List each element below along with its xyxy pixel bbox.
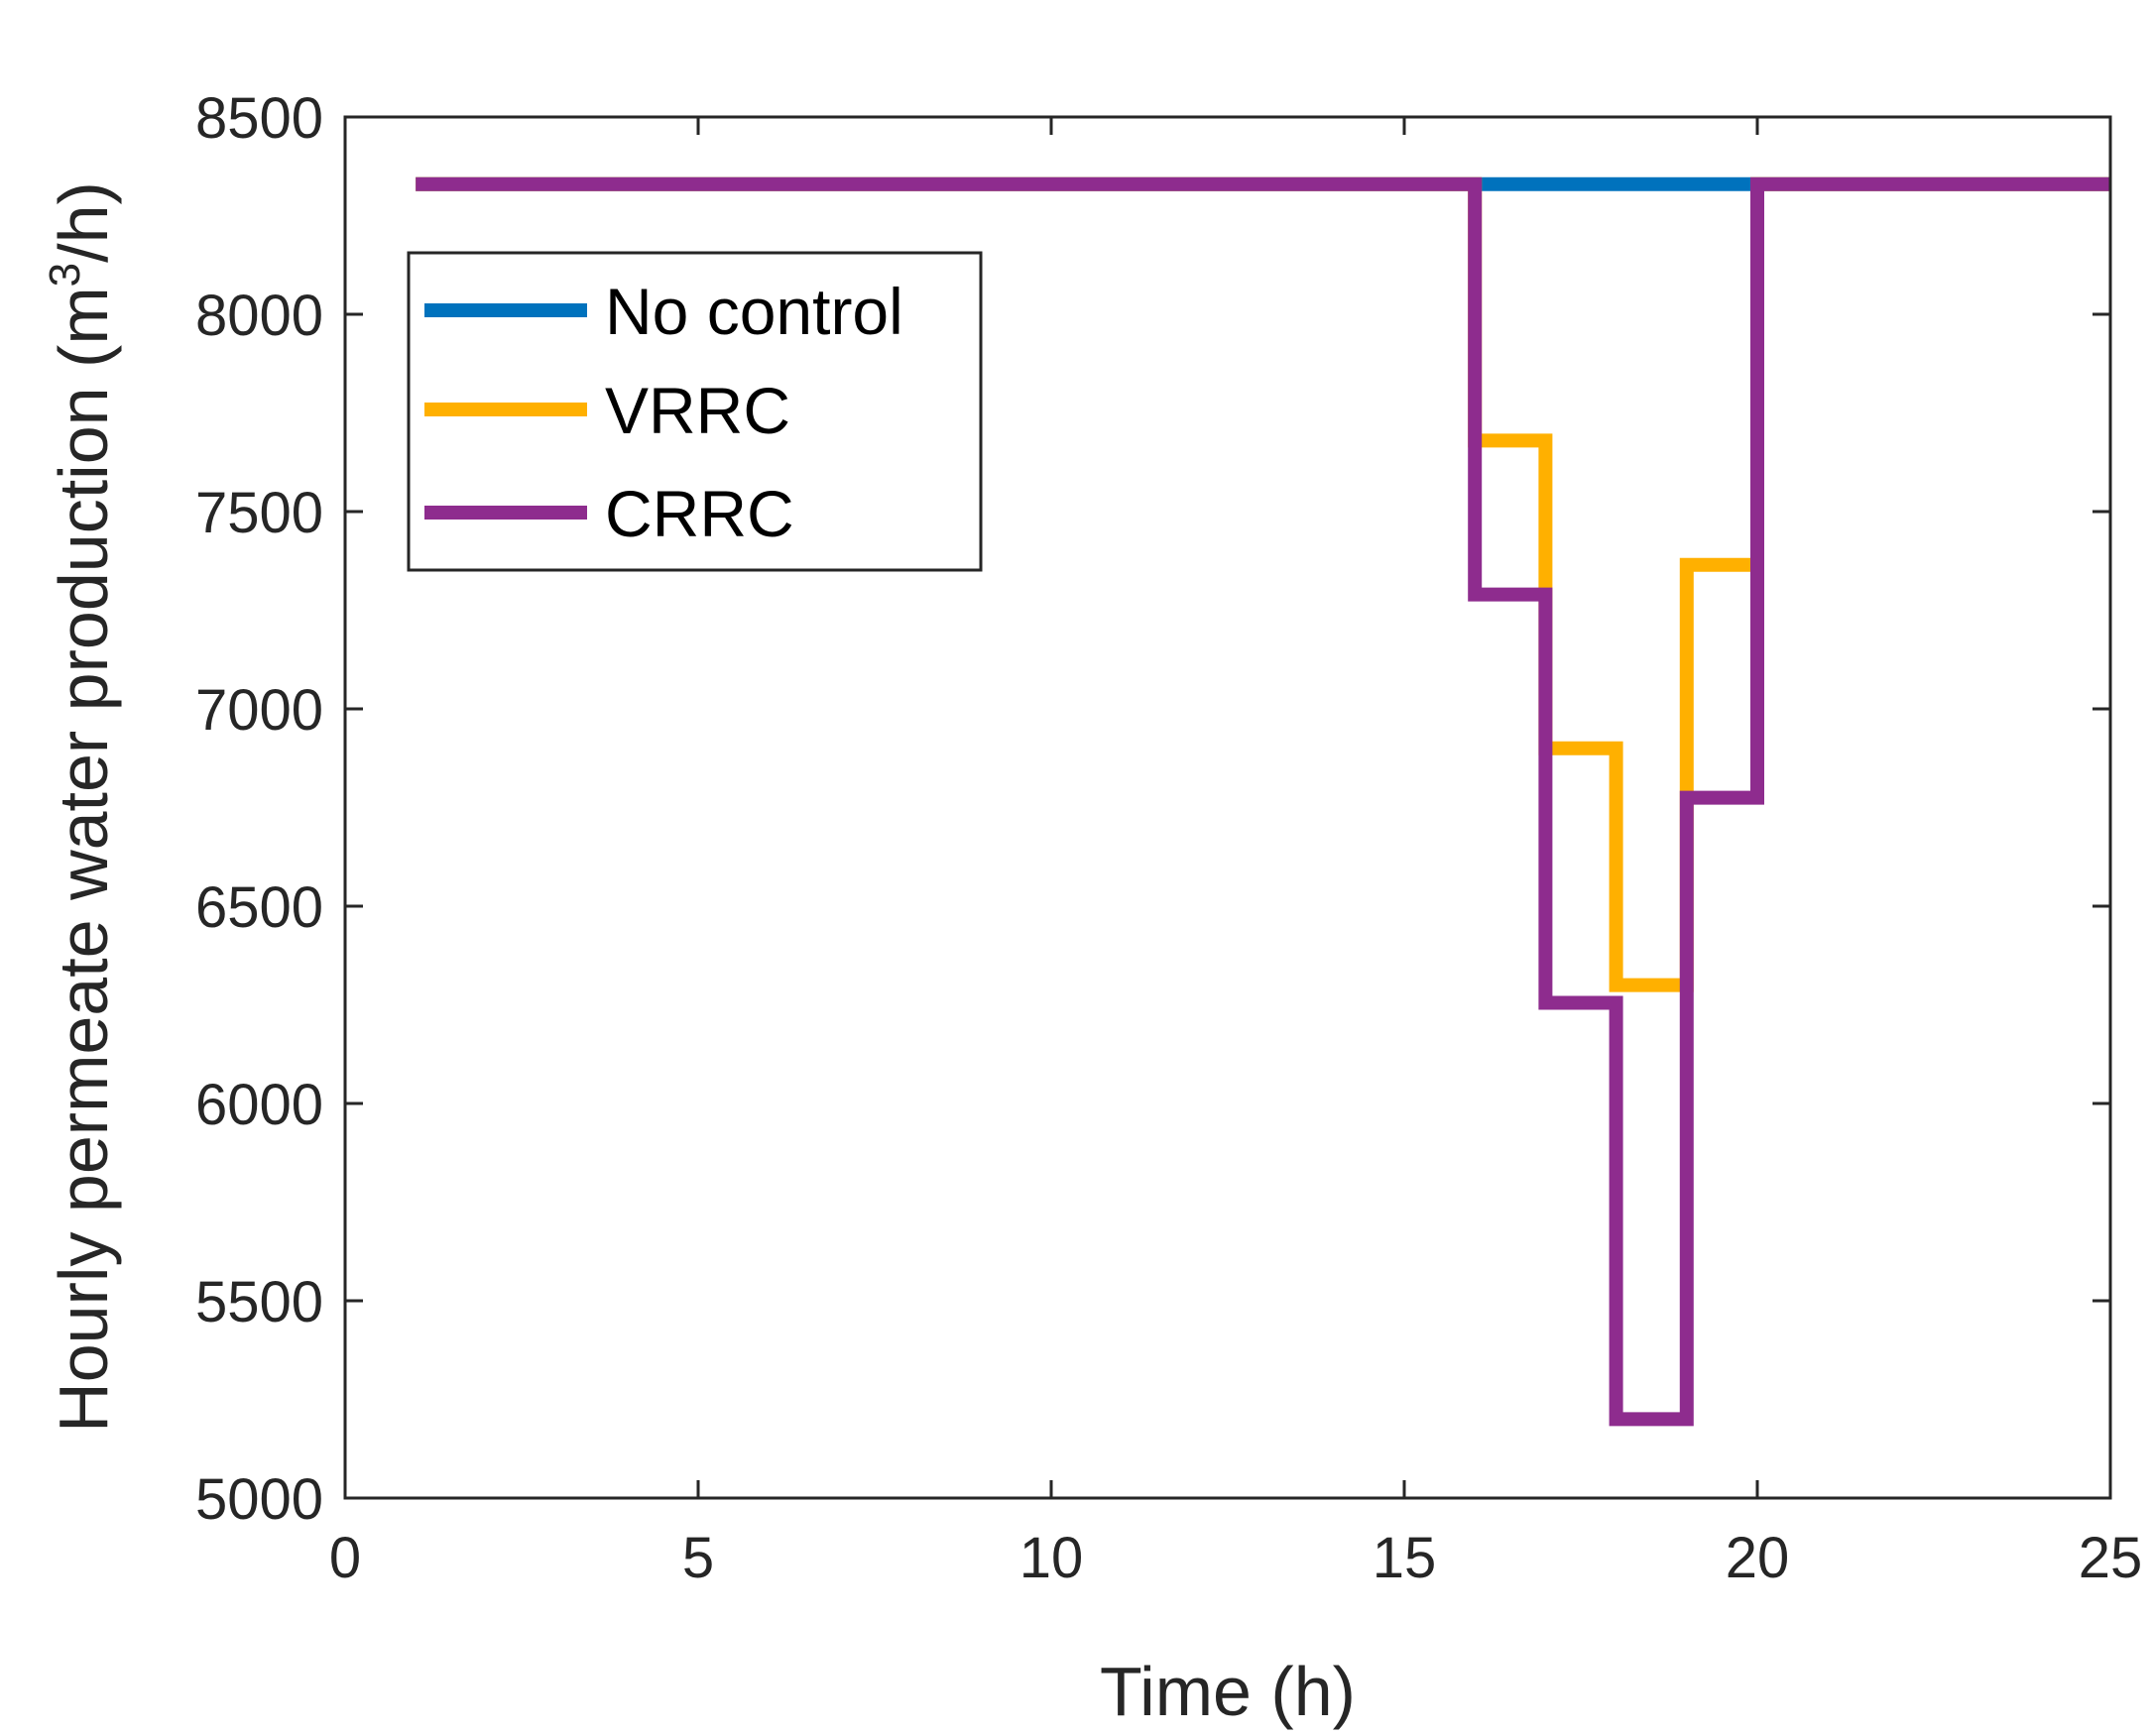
y-axis-label-superscript: 3 [41, 263, 89, 287]
x-tick-label-0: 0 [329, 1526, 361, 1590]
y-tick-label-8000: 8000 [195, 284, 323, 348]
legend-label-no-control: No control [605, 275, 903, 348]
x-tick-label-20: 20 [1726, 1526, 1790, 1590]
x-axis-label: Time (h) [1100, 1653, 1356, 1730]
x-tick-label-25: 25 [2079, 1526, 2143, 1590]
y-tick-label-5000: 5000 [195, 1467, 323, 1532]
y-tick-label-5500: 5500 [195, 1270, 323, 1334]
x-tick-label-5: 5 [682, 1526, 714, 1590]
x-tick-label-15: 15 [1373, 1526, 1437, 1590]
y-tick-label-7500: 7500 [195, 481, 323, 545]
axes-box [343, 115, 2112, 1500]
series-layer [416, 176, 2110, 1427]
legend-label-vrrc: VRRC [605, 374, 790, 447]
y-axis-label-main: Hourly permeate water production (m [45, 287, 122, 1432]
legend-label-crrc: CRRC [605, 477, 794, 550]
series-line-crrc [416, 176, 2110, 1427]
y-tick-label-8500: 8500 [195, 86, 323, 151]
y-tick-label-7000: 7000 [195, 678, 323, 743]
legend: No control VRRC CRRC [407, 251, 983, 572]
tick-layer: 0 5 10 15 20 25 5000 5500 6000 6500 7000 7500 8000 85… [195, 86, 2142, 1590]
y-axis-label: Hourly permeate water production (m3/h) [41, 181, 122, 1433]
x-tick-label-10: 10 [1019, 1526, 1084, 1590]
y-tick-label-6000: 6000 [195, 1073, 323, 1137]
y-axis-label-tail: /h) [45, 181, 122, 263]
y-tick-label-6500: 6500 [195, 875, 323, 940]
